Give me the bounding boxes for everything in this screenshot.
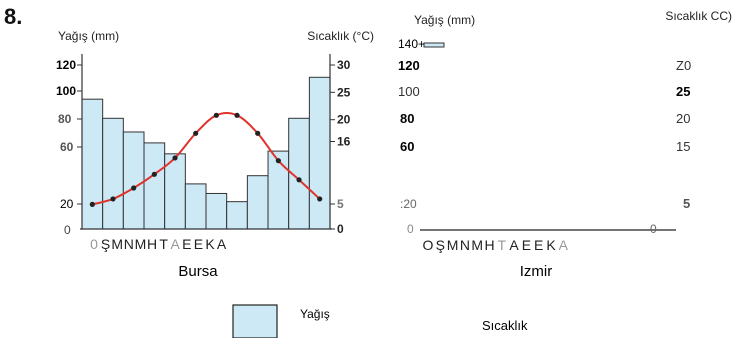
izmir-right-tick: 25: [676, 84, 690, 99]
izmir-left-tick: :20: [400, 197, 417, 211]
izmir-month-label: M: [447, 237, 459, 253]
izmir-right-tick: 20: [676, 111, 690, 126]
legend: Yağış Sıcaklık: [232, 304, 528, 338]
izmir-month-label: Ş: [436, 237, 445, 253]
bursa-month-label: N: [124, 236, 134, 252]
izmir-month-label: M: [471, 237, 483, 253]
bursa-temperature-point: [151, 171, 157, 177]
bursa-temperature-point: [213, 112, 219, 118]
izmir-zero-mark: 0: [650, 222, 657, 236]
bursa-month-label: H: [147, 236, 157, 252]
izmir-right-tick: 5: [683, 196, 690, 211]
bursa-temperature-line: [89, 112, 323, 207]
bursa-station-label: Bursa: [178, 263, 218, 280]
bursa-precipitation-bar: [122, 131, 145, 230]
bursa-left-tick-labels: 120 100 80 60 20 0: [56, 58, 82, 237]
bursa-temperature-point: [234, 112, 240, 118]
izmir-right-tick: 15: [676, 139, 690, 154]
bursa-temperature-point: [193, 130, 199, 136]
bursa-month-label: M: [135, 236, 147, 252]
izmir-left-tick: 80: [400, 111, 414, 126]
bursa-temperature-point: [296, 177, 302, 183]
izmir-month-label: K: [546, 237, 556, 253]
izmir-month-label: N: [460, 237, 470, 253]
bursa-precipitation-bar: [308, 76, 331, 230]
bursa-right-tick: 16: [337, 135, 351, 149]
bursa-right-tick: 5: [337, 197, 344, 211]
bursa-month-label: 0: [90, 236, 98, 252]
izmir-month-label: H: [484, 237, 494, 253]
izmir-month-label: O: [423, 237, 434, 253]
bursa-chart: Yağış (mm) Sıcaklık (°C) 120 100 80 60 2…: [56, 29, 374, 280]
izmir-left-tick: 140+: [398, 37, 425, 51]
bursa-temperature-point: [317, 196, 323, 202]
izmir-month-label: T: [498, 237, 507, 253]
bursa-temperature-point: [255, 130, 261, 136]
bursa-month-label: K: [205, 236, 215, 252]
bursa-left-tick: 20: [60, 197, 74, 211]
bursa-month-label: T: [159, 236, 168, 252]
bursa-precipitation-bar: [102, 117, 124, 230]
izmir-right-axis-title: Sıcaklık CC): [665, 9, 732, 23]
legend-bar-swatch: [232, 304, 278, 338]
bursa-right-axis-title: Sıcaklık (°C): [307, 29, 374, 43]
izmir-chart: Yağış (mm) Sıcaklık CC) 140+ 120 100 80 …: [398, 9, 732, 280]
bursa-month-label: A: [217, 236, 227, 252]
question-number: 8.: [4, 4, 22, 29]
izmir-left-tick: 60: [400, 139, 414, 154]
izmir-month-label: E: [534, 237, 543, 253]
legend-line-label: Sıcaklık: [482, 318, 528, 333]
legend-bar-label: Yağış: [300, 307, 330, 321]
izmir-left-tick: 0: [407, 222, 414, 236]
izmir-station-label: Izmir: [520, 263, 553, 280]
izmir-month-label: A: [559, 237, 569, 253]
bursa-right-tick: 0: [337, 222, 344, 236]
bursa-temperature-point: [172, 155, 178, 161]
bursa-month-label: M: [111, 236, 123, 252]
bursa-right-tick: 25: [337, 85, 351, 99]
bursa-left-tick: 60: [60, 140, 74, 154]
bursa-month-label: E: [182, 236, 191, 252]
izmir-left-axis-title: Yağış (mm): [414, 13, 475, 27]
bursa-right-tick-labels: 30 25 20 16 5 0: [330, 58, 351, 236]
izmir-left-tick: 100: [398, 84, 420, 99]
bursa-precipitation-bar: [246, 175, 269, 230]
bursa-month-label: Ş: [101, 236, 110, 252]
bursa-month-label: A: [171, 236, 181, 252]
bursa-precipitation-bar: [184, 183, 207, 230]
bursa-precipitation-bar: [226, 201, 248, 230]
bursa-left-axis-title: Yağış (mm): [58, 29, 119, 43]
bursa-temperature-point: [89, 201, 95, 207]
izmir-month-label: E: [522, 237, 531, 253]
bursa-precipitation-bar: [81, 98, 104, 230]
bursa-left-tick: 80: [58, 112, 72, 126]
izmir-left-tick: 120: [398, 58, 420, 73]
bursa-temperature-point: [131, 185, 137, 191]
bursa-precipitation-bar: [205, 192, 228, 230]
bursa-month-label: E: [194, 236, 203, 252]
bursa-temperature-point: [110, 196, 116, 202]
bursa-temperature-point: [275, 158, 281, 164]
bursa-left-tick: 100: [56, 84, 76, 98]
bursa-right-tick: 30: [337, 58, 351, 72]
izmir-month-label: A: [509, 237, 519, 253]
izmir-bar-stub: [423, 42, 445, 48]
bursa-precipitation-bar: [143, 142, 166, 230]
bursa-precipitation-bars: [81, 76, 331, 230]
bursa-right-tick: 20: [337, 113, 351, 127]
bursa-left-tick: 0: [64, 223, 71, 237]
bursa-left-tick: 120: [56, 58, 76, 72]
izmir-right-tick: Z0: [676, 58, 691, 73]
